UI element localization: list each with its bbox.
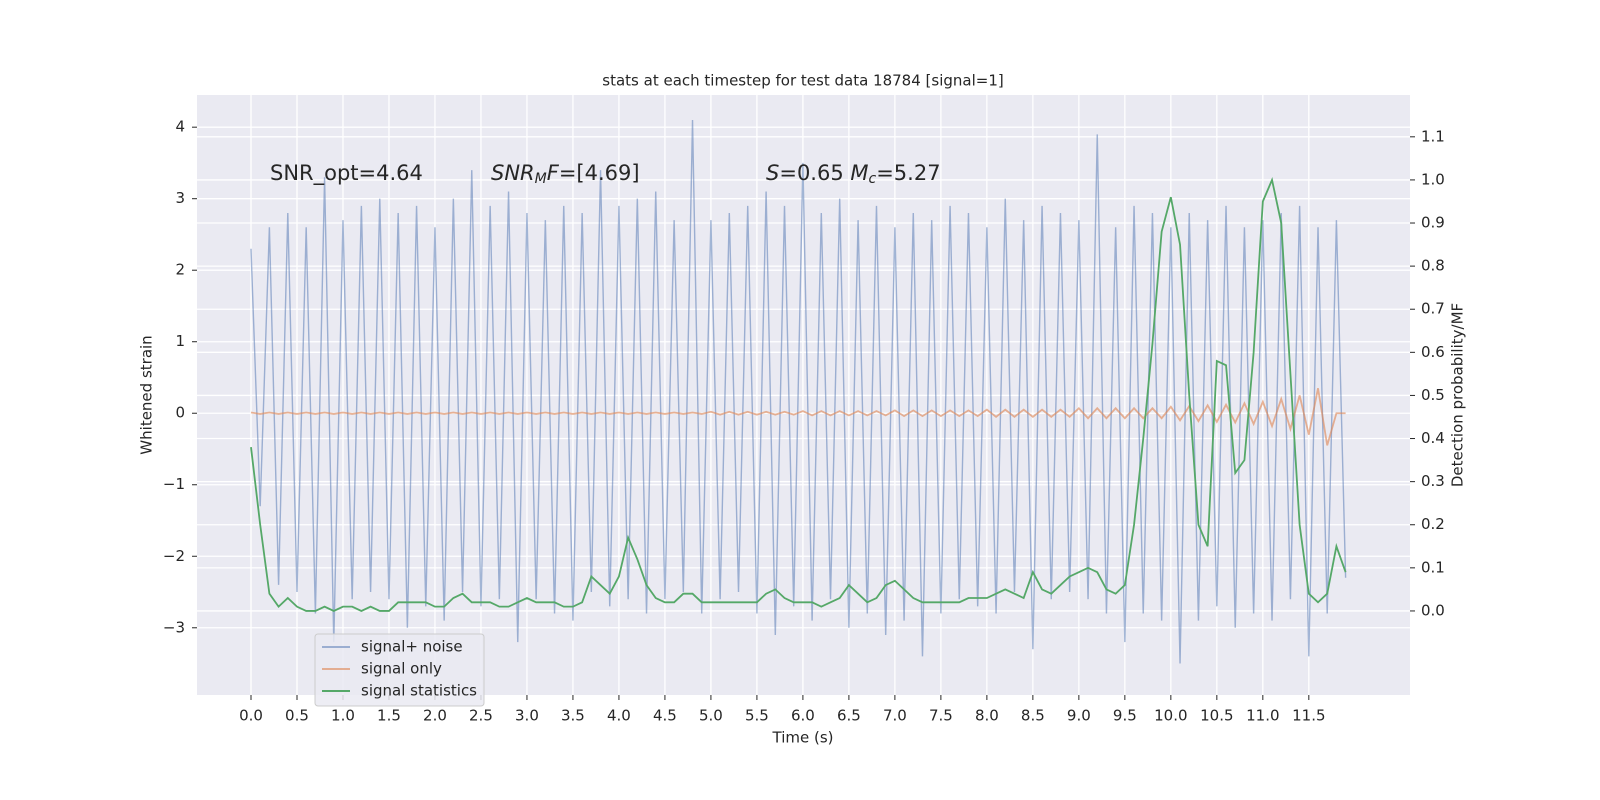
x-tick-label: 6.5: [837, 707, 861, 725]
x-tick-label: 9.5: [1113, 707, 1137, 725]
y-tick-label: −3: [163, 618, 185, 636]
annotation-part: SNR_opt=4.64: [270, 161, 423, 186]
x-tick-label: 11.5: [1292, 707, 1325, 725]
y-tick-label: 0: [175, 404, 185, 422]
y2-tick-label: 0.3: [1421, 472, 1445, 490]
y-tick-label: 2: [175, 261, 185, 279]
x-tick-label: 0.0: [239, 707, 263, 725]
x-tick-label: 5.0: [699, 707, 723, 725]
legend: signal+ noise signal only signal statistic…: [314, 633, 485, 707]
x-tick-label: 8.0: [975, 707, 999, 725]
x-axis-label: Time (s): [772, 729, 834, 747]
y-tick-label: −1: [163, 475, 185, 493]
annotation: SNR_opt=4.64: [270, 161, 423, 186]
y-tick-label: 4: [175, 118, 185, 136]
y2-tick-label: 0.9: [1421, 214, 1445, 232]
y2-tick-label: 0.0: [1421, 601, 1445, 619]
y2-tick-label: 0.2: [1421, 515, 1445, 533]
y-tick-label: 3: [175, 189, 185, 207]
x-tick-label: 10.5: [1200, 707, 1233, 725]
x-tick-label: 3.0: [515, 707, 539, 725]
x-tick-label: 3.5: [561, 707, 585, 725]
y2-tick-label: 0.4: [1421, 429, 1445, 447]
legend-label: signal+ noise: [361, 638, 463, 656]
x-tick-label: 2.5: [469, 707, 493, 725]
x-tick-label: 2.0: [423, 707, 447, 725]
x-tick-label: 6.0: [791, 707, 815, 725]
y2-tick-label: 1.1: [1421, 127, 1445, 145]
annotation-part: M: [850, 161, 868, 185]
annotation-part: =5.27: [876, 161, 940, 185]
chart-title: stats at each timestep for test data 187…: [602, 72, 1003, 90]
y2-axis-label: Detection probability/MF: [1449, 303, 1467, 487]
x-tick-label: 1.5: [377, 707, 401, 725]
x-tick-label: 4.0: [607, 707, 631, 725]
y2-tick-label: 0.5: [1421, 386, 1445, 404]
y-axis-label: Whitened strain: [138, 335, 156, 454]
x-tick-label: 10.0: [1154, 707, 1187, 725]
annotation-part: SNR: [491, 161, 535, 185]
legend-label: signal statistics: [361, 682, 477, 700]
series-line: [250, 176, 1347, 612]
x-tick-label: 1.0: [331, 707, 355, 725]
series-line: [250, 120, 1347, 664]
annotation-part: =0.65: [779, 161, 850, 185]
y2-tick-label: 0.1: [1421, 558, 1445, 576]
y2-tick-label: 0.7: [1421, 300, 1445, 318]
annotation: SNRMF=[4.69]: [491, 161, 640, 187]
x-tick-label: 7.0: [883, 707, 907, 725]
y2-tick-label: 0.6: [1421, 343, 1445, 361]
x-tick-label: 11.0: [1246, 707, 1279, 725]
annotation-part: =[4.69]: [559, 161, 640, 185]
x-tick-label: 7.5: [929, 707, 953, 725]
annotations: SNR_opt=4.64 SNRMF=[4.69] S=0.65 Mc=5.27: [270, 161, 941, 187]
y-tick-label: 1: [175, 332, 185, 350]
annotation-part: M: [535, 171, 547, 187]
y2-tick-label: 1.0: [1421, 170, 1445, 188]
x-tick-label: 5.5: [745, 707, 769, 725]
x-tick-label: 0.5: [285, 707, 309, 725]
x-tick-label: 4.5: [653, 707, 677, 725]
annotation-part: S: [766, 161, 779, 185]
legend-label: signal only: [361, 660, 442, 678]
marks: [250, 120, 1347, 664]
y2-tick-label: 0.8: [1421, 257, 1445, 275]
x-tick-label: 9.0: [1067, 707, 1091, 725]
annotation: S=0.65 Mc=5.27: [766, 161, 941, 187]
annotation-part: F: [547, 161, 560, 185]
legend-box: [314, 633, 485, 707]
x-tick-label: 8.5: [1021, 707, 1045, 725]
y-tick-label: −2: [163, 547, 185, 565]
series-line: [250, 388, 1346, 446]
annotation-part: c: [869, 171, 877, 187]
